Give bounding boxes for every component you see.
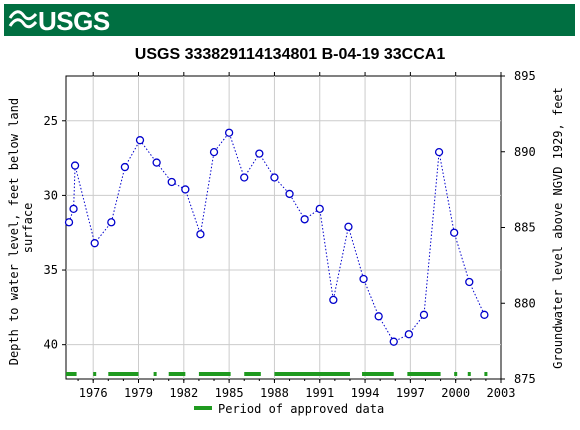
x-tick-label: 1985 xyxy=(215,386,244,400)
data-point xyxy=(404,330,414,339)
x-tick-label: 2000 xyxy=(441,386,470,400)
data-point xyxy=(90,239,99,248)
series-polyline xyxy=(68,131,485,343)
legend: Period of approved data xyxy=(194,402,384,416)
data-point xyxy=(419,310,429,319)
series-line xyxy=(68,131,485,343)
y-axis-left-label-line-1: Depth to water level, feet below land xyxy=(7,98,21,365)
approved-period-bar xyxy=(274,372,350,376)
y-axis-right-label: Groundwater level above NGVD 1929, feet xyxy=(551,87,565,369)
approved-period-bar xyxy=(407,372,441,376)
data-point xyxy=(374,312,383,321)
x-tick-label: 1997 xyxy=(396,386,425,400)
approved-period-bar xyxy=(93,372,97,376)
y-right-tick-label: 880 xyxy=(514,296,536,310)
data-point xyxy=(315,204,324,213)
data-point xyxy=(135,136,145,145)
data-point xyxy=(434,147,444,157)
x-tick-label: 1988 xyxy=(260,386,289,400)
y-right-tick-label: 895 xyxy=(514,69,536,83)
approved-period-bar xyxy=(454,372,458,376)
approved-period-bar xyxy=(66,372,77,376)
data-point xyxy=(70,161,80,170)
x-tick-label: 1976 xyxy=(79,386,108,400)
usgs-banner: USGS xyxy=(4,4,575,36)
y-left-tick-label: 25 xyxy=(44,114,58,128)
legend-label: Period of approved data xyxy=(218,402,384,416)
approved-period-bar xyxy=(108,372,139,376)
x-tick-label: 2003 xyxy=(487,386,516,400)
x-tick-label: 1982 xyxy=(169,386,198,400)
y-right-tick-label: 885 xyxy=(514,221,536,235)
approved-periods xyxy=(66,372,488,376)
data-point xyxy=(181,185,190,194)
data-point xyxy=(359,274,368,284)
y-axis-left-label-line-2: surface xyxy=(21,203,35,254)
x-tick-label: 1994 xyxy=(351,386,380,400)
data-point xyxy=(240,173,249,182)
data-point xyxy=(270,173,279,182)
data-point xyxy=(196,230,205,239)
data-point xyxy=(329,295,338,305)
x-axis-ticks: 1976 1979 1982 1985 1988 1991 1994 1997 2000 2003 xyxy=(77,72,516,400)
y-axis-right-ticks: 895 890 885 880 875 xyxy=(501,69,536,386)
data-point xyxy=(344,222,353,231)
approved-period-bar xyxy=(198,372,231,376)
y-left-tick-label: 40 xyxy=(44,338,58,352)
approved-period-bar xyxy=(484,372,488,376)
approved-period-bar xyxy=(362,372,394,376)
data-point xyxy=(300,215,309,224)
data-point xyxy=(152,158,161,167)
data-point xyxy=(389,337,398,346)
data-point xyxy=(465,277,474,287)
usgs-wave-icon xyxy=(8,10,38,29)
data-point xyxy=(285,189,294,199)
series-points xyxy=(64,128,489,346)
data-point xyxy=(64,218,74,227)
y-right-tick-label: 875 xyxy=(514,372,536,386)
approved-period-bar xyxy=(244,372,261,376)
y-left-tick-label: 30 xyxy=(44,188,58,202)
data-point xyxy=(450,228,459,237)
data-point xyxy=(107,218,116,227)
data-point xyxy=(255,149,264,158)
plot-area xyxy=(65,75,502,380)
chart-title: USGS 333829114134801 B-04-19 33CCA1 xyxy=(135,46,446,63)
approved-period-bar xyxy=(467,372,471,376)
usgs-logo-text: USGS xyxy=(38,6,110,36)
y-left-tick-label: 35 xyxy=(44,263,58,277)
x-tick-label: 1991 xyxy=(305,386,334,400)
data-point xyxy=(209,147,219,157)
approved-period-bar xyxy=(153,372,157,376)
data-point xyxy=(224,128,234,137)
y-axis-left-ticks: 25 30 35 40 xyxy=(44,114,66,352)
data-point xyxy=(120,162,130,172)
legend-swatch xyxy=(194,406,212,410)
y-axis-left-label: Depth to water level, feet below land su… xyxy=(7,91,35,366)
data-point xyxy=(69,204,78,213)
data-point xyxy=(167,177,176,187)
grid-lines xyxy=(66,76,501,379)
approved-period-bar xyxy=(168,372,186,376)
data-point xyxy=(480,310,489,319)
x-tick-label: 1979 xyxy=(124,386,153,400)
y-right-tick-label: 890 xyxy=(514,145,536,159)
